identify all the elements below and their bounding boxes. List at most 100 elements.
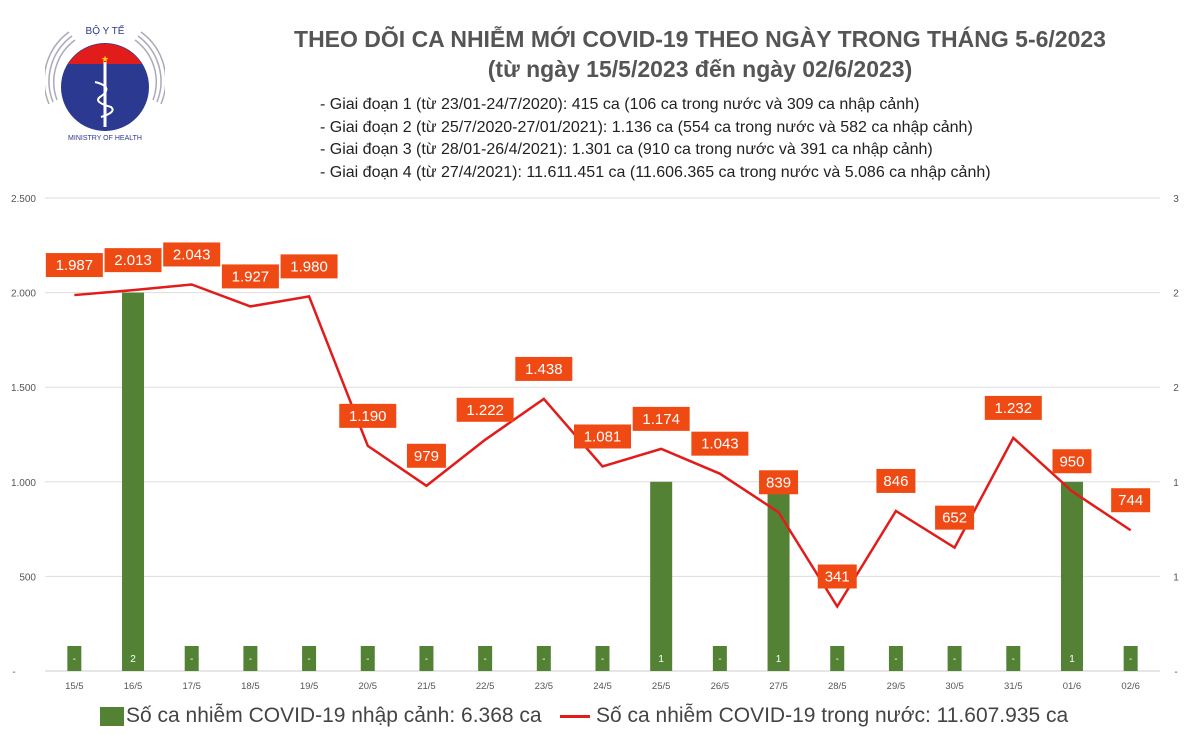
x-tick-label: 27/5: [769, 681, 788, 692]
left-tick-label: 2.500: [11, 194, 36, 205]
chart-title: THEO DÕI CA NHIỄM MỚI COVID-19 THEO NGÀY…: [294, 26, 1106, 52]
left-tick-label: -: [12, 667, 15, 678]
bar-label: -: [425, 654, 428, 665]
line-data-label: 1.174: [642, 411, 680, 428]
legend-bar-label: Số ca nhiễm COVID-19 nhập cảnh: 6.368 ca: [126, 704, 542, 727]
bar-label: -: [836, 654, 839, 665]
bar: [1123, 646, 1138, 671]
bar: [1006, 646, 1021, 671]
legend-bar-swatch: [100, 706, 124, 726]
right-tick-label: 3: [1173, 194, 1179, 205]
bar: [712, 646, 727, 671]
x-tick-label: 29/5: [887, 681, 906, 692]
line-data-label: 1.081: [584, 428, 622, 445]
ministry-logo: ★ BỘ Y TẾ MINISTRY OF HEALTH: [45, 24, 165, 140]
line-data-label: 744: [1118, 492, 1143, 509]
bar: [830, 646, 845, 671]
bar: [302, 646, 317, 671]
bar-label: -: [366, 654, 369, 665]
line-data-label: 652: [942, 510, 967, 527]
logo-bottom-text: MINISTRY OF HEALTH: [68, 135, 142, 140]
right-tick-label: -: [1174, 667, 1177, 678]
x-tick-label: 19/5: [300, 681, 319, 692]
line-data-label: 1.190: [349, 408, 387, 425]
line-label-box: [1052, 449, 1092, 474]
line-label-box: [935, 505, 975, 530]
bar-label: -: [249, 654, 252, 665]
x-tick-label: 21/5: [417, 681, 436, 692]
legend-bar: Số ca nhiễm COVID-19 nhập cảnh: 6.368 ca: [100, 704, 542, 728]
x-tick-label: 18/5: [241, 681, 260, 692]
bar-label: -: [894, 654, 897, 665]
x-tick-label: 26/5: [711, 681, 730, 692]
bar: [1060, 481, 1083, 671]
bar-label: -: [307, 654, 310, 665]
x-tick-label: 25/5: [652, 681, 671, 692]
bar: [888, 646, 903, 671]
left-tick-label: 1.500: [11, 383, 36, 394]
line-label-box: [163, 242, 221, 267]
phase-notes: - Giai đoạn 1 (từ 23/01-24/7/2020): 415 …: [320, 94, 991, 184]
left-tick-label: 2.000: [11, 289, 36, 300]
note-phase-1: - Giai đoạn 1 (từ 23/01-24/7/2020): 415 …: [320, 96, 920, 113]
chart-subtitle: (từ ngày 15/5/2023 đến ngày 02/6/2023): [487, 56, 913, 82]
bar: [478, 646, 493, 671]
bar: [122, 292, 145, 671]
line-data-label: 950: [1059, 453, 1084, 470]
legend-line-label: Số ca nhiễm COVID-19 trong nước: 11.607.…: [596, 704, 1069, 727]
line-data-label: 2.043: [173, 246, 211, 263]
line-data-label: 341: [825, 568, 850, 585]
x-tick-label: 30/5: [945, 681, 964, 692]
bar-label: -: [1129, 654, 1132, 665]
line-data-label: 1.987: [56, 257, 94, 274]
left-tick-label: 500: [19, 572, 36, 583]
line-label-box: [876, 468, 916, 493]
line-label-box: [1111, 488, 1151, 513]
bar-label: -: [601, 654, 604, 665]
right-tick-label: 2: [1173, 289, 1179, 300]
line-data-label: 1.927: [232, 268, 270, 285]
line-label-box: [632, 406, 690, 431]
legend-line: Số ca nhiễm COVID-19 trong nước: 11.607.…: [560, 704, 1068, 728]
line-label-box: [574, 424, 631, 449]
bar: [650, 481, 673, 671]
line-data-label: 839: [766, 474, 791, 491]
bar-label: 1: [1069, 654, 1075, 665]
bar-label: -: [718, 654, 721, 665]
x-tick-label: 24/5: [593, 681, 612, 692]
bar: [360, 646, 375, 671]
line-label-box: [280, 254, 338, 279]
x-tick-label: 23/5: [535, 681, 554, 692]
line-label-box: [759, 470, 799, 495]
note-phase-2: - Giai đoạn 2 (từ 25/7/2020-27/01/2021):…: [320, 118, 973, 136]
right-tick-label: 1: [1173, 572, 1179, 583]
right-tick-label: 2: [1173, 383, 1179, 394]
line-data-label: 1.043: [701, 436, 739, 453]
line-label-box: [406, 443, 446, 468]
line-label-box: [515, 356, 573, 381]
combo-chart: - 500 1.000 1.500 2.000 2.500 - 1 1 2 2 3 - 2 - - - - - - - -…: [11, 194, 1179, 692]
bar-label: 1: [658, 654, 664, 665]
x-tick-label: 17/5: [182, 681, 201, 692]
x-tick-label: 28/5: [828, 681, 847, 692]
line-data-label: 2.013: [114, 252, 152, 269]
bar-label: -: [190, 654, 193, 665]
line-label-box: [221, 264, 279, 289]
x-tick-label: 31/5: [1004, 681, 1023, 692]
bar: [184, 646, 199, 671]
line-series: [74, 283, 1132, 609]
line-label-box: [456, 397, 514, 422]
line-label-box: [984, 395, 1042, 420]
line-data-label: 979: [414, 448, 439, 465]
note-phase-4: - Giai đoạn 4 (từ 27/4/2021): 11.611.451…: [320, 163, 991, 181]
note-phase-3: - Giai đoạn 3 (từ 28/01-26/4/2021): 1.30…: [320, 141, 933, 158]
line-data-label: 1.438: [525, 361, 563, 378]
bar: [536, 646, 551, 671]
bar: [595, 646, 610, 671]
bar: [767, 481, 790, 671]
x-tick-label: 02/6: [1121, 681, 1140, 692]
bar-label: 1: [776, 654, 782, 665]
bar-label: -: [542, 654, 545, 665]
line-data-label: 1.232: [995, 400, 1033, 417]
line-label-box: [691, 431, 749, 456]
